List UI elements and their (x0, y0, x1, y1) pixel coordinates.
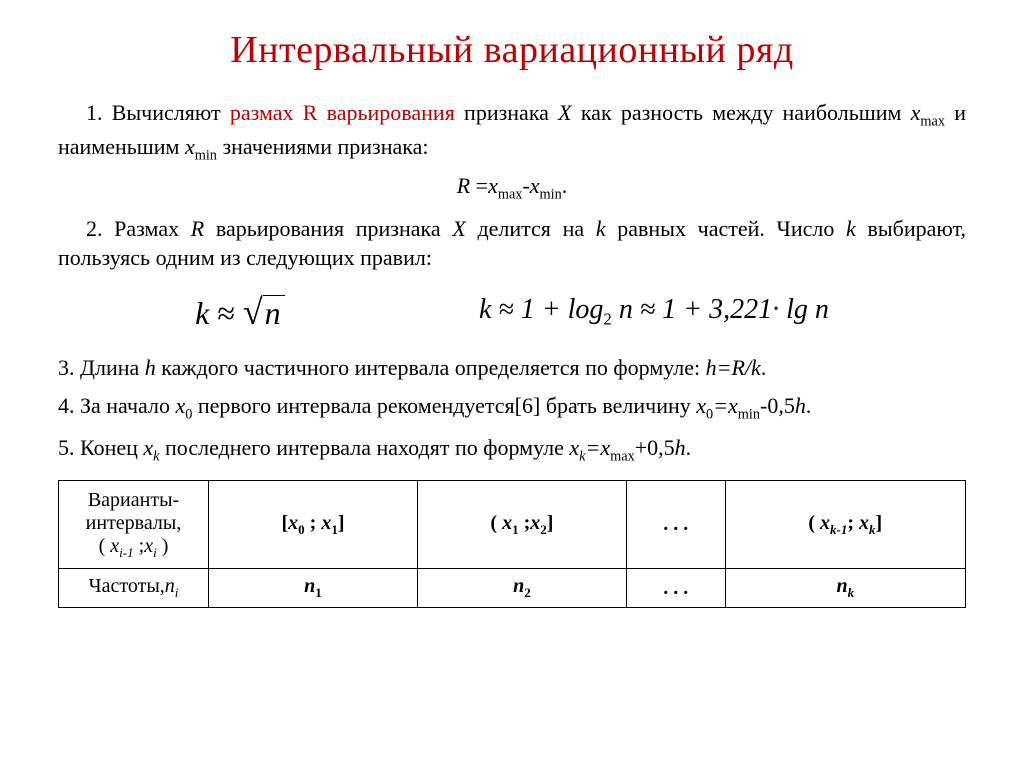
p5-text-d: . (686, 435, 692, 460)
p3-formula: h=R/k (706, 355, 761, 380)
sym-xk: xk (143, 435, 159, 460)
sym-h: h (145, 355, 156, 380)
p5-text-a: 5. Конец (58, 435, 143, 460)
p3-text-a: 3. Длина (58, 355, 145, 380)
sym-x2: X (452, 216, 465, 241)
p3-text-b: каждого частичного интервала определяетс… (156, 355, 706, 380)
interval-table: Варианты- интервалы, ( xi-1 ;xi ) [x0 ; … (58, 480, 966, 608)
sym-h3: h (675, 435, 686, 460)
cell-interval-1: [x0 ; x1] (209, 481, 418, 569)
p1-text-c: признака (455, 100, 558, 125)
p4-text-b: первого интервала рекомендуется[6] брать… (192, 393, 696, 418)
cell-freq-1: n1 (209, 569, 418, 608)
cell-interval-2: ( x1 ;x2] (417, 481, 626, 569)
sym-x0: x0 (175, 393, 192, 418)
p2-text-d: равных частей. Число (606, 216, 846, 241)
cell-freq-dots: . . . (626, 569, 725, 608)
p5-formula: xk=xmax (569, 435, 634, 460)
p1-text-a: 1. Вычисляют (86, 100, 230, 125)
p4-text-c: -0,5 (760, 393, 795, 418)
p5-text-c: +0,5 (635, 435, 675, 460)
paragraph-1: 1. Вычисляют размах R варьирования призн… (58, 98, 966, 165)
p2-text-c: делится на (466, 216, 596, 241)
sym-r: R (191, 216, 204, 241)
p1-text-f: значениями признака: (217, 134, 429, 159)
cell-interval-dots: . . . (626, 481, 725, 569)
p5-text-b: последнего интервала находят по формуле (160, 435, 570, 460)
cell-interval-k: ( xk-1; xk] (725, 481, 965, 569)
table-row-header: Варианты- интервалы, ( xi-1 ;xi ) [x0 ; … (59, 481, 966, 569)
sym-xmax: xmax (911, 100, 945, 125)
table-row-freq: Частоты,ni n1 n2 . . . nk (59, 569, 966, 608)
cell-freq-label: Частоты,ni (59, 569, 209, 608)
paragraph-4: 4. За начало x0 первого интервала рекоме… (58, 391, 966, 425)
formula-k-row: k ≈ √n k ≈ 1 + log2 n ≈ 1 + 3,221· lg n (58, 291, 966, 333)
sym-h2: h (795, 393, 806, 418)
cell-freq-k: nk (725, 569, 965, 608)
p4-formula: x0=xmin (696, 393, 760, 418)
sym-k: k (596, 216, 606, 241)
p4-text-d: . (806, 393, 812, 418)
p2-text-b: варьирования признака (204, 216, 452, 241)
cell-freq-2: n2 (417, 569, 626, 608)
formula-range: R =xmax-xmin. (58, 173, 966, 203)
formula-k-log: k ≈ 1 + log2 n ≈ 1 + 3,221· lg n (479, 294, 829, 330)
formula-k-sqrt: k ≈ √n (195, 291, 285, 333)
paragraph-3: 3. Длина h каждого частичного интервала … (58, 353, 966, 383)
paragraph-5: 5. Конец xk последнего интервала находят… (58, 433, 966, 467)
p2-text-a: 2. Размах (86, 216, 191, 241)
p3-text-c: . (761, 355, 767, 380)
sym-k2: k (846, 216, 856, 241)
p1-emphasis: размах R варьирования (230, 100, 455, 125)
sym-xmin: xmin (185, 134, 217, 159)
cell-variants-label: Варианты- интервалы, ( xi-1 ;xi ) (59, 481, 209, 569)
p4-text-a: 4. За начало (58, 393, 175, 418)
sym-x: X (558, 100, 571, 125)
paragraph-2: 2. Размах R варьирования признака X дели… (58, 214, 966, 273)
page-title: Интервальный вариационный ряд (58, 28, 966, 72)
p1-text-d: как разность между наибольшим (572, 100, 911, 125)
